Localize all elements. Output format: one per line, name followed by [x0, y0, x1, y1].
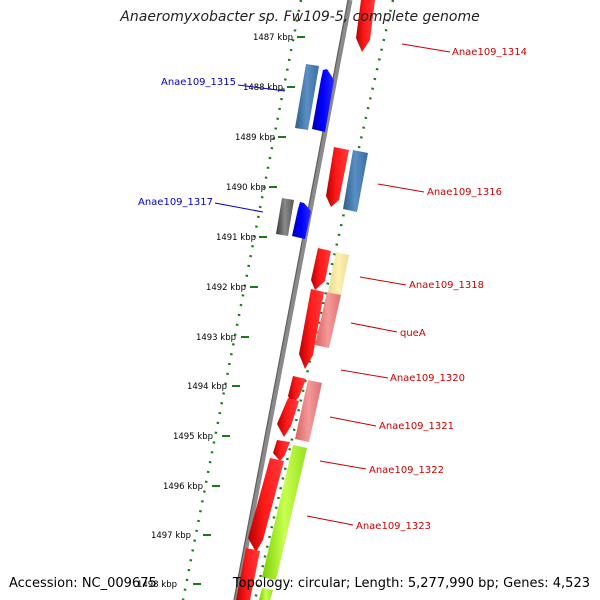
ruler-label-1494: 1494 kbp: [187, 382, 227, 392]
ruler-label-1493: 1493 kbp: [196, 333, 236, 343]
gene-box-anae109-1316-b[interactable]: [343, 150, 368, 212]
ruler-ticks: [193, 36, 305, 585]
leader-lines: [214, 43, 451, 526]
ruler-label-1492: 1492 kbp: [206, 283, 246, 293]
gene-box-quea-b[interactable]: [315, 292, 341, 348]
ruler-label-1496: 1496 kbp: [163, 482, 203, 492]
leader-anae109-1314: [401, 43, 451, 53]
gene-box-anae109-1317-a[interactable]: [276, 198, 294, 236]
gene-box-bottom-green[interactable]: [259, 588, 273, 600]
map-title: Anaeromyxobacter sp. Fw109-5, complete g…: [120, 9, 480, 25]
genome-band: [78, 0, 402, 600]
topology-summary: Topology: circular; Length: 5,277,990 bp…: [232, 576, 590, 591]
gene-arrow-anae109-1314[interactable]: [356, 0, 375, 52]
gene-glyphs: [236, 0, 375, 600]
ruler-label-1497: 1497 kbp: [151, 531, 191, 541]
gene-arrow-anae109-1317[interactable]: [292, 202, 311, 239]
gene-arrow-anae109-1323[interactable]: [248, 458, 284, 552]
gene-label-anae109-1314[interactable]: Anae109_1314: [452, 47, 527, 58]
gene-label-anae109-1320[interactable]: Anae109_1320: [390, 373, 465, 384]
ruler-label-1487: 1487 kbp: [253, 33, 293, 43]
gene-arrow-anae109-1320[interactable]: [288, 376, 306, 404]
gene-arrow-anae109-1318[interactable]: [311, 248, 331, 290]
leader-quea: [350, 322, 398, 333]
gene-arrow-anae109-1322[interactable]: [273, 440, 290, 461]
gene-box-anae109-1322-green[interactable]: [262, 445, 307, 580]
leader-anae109-1317: [214, 202, 264, 213]
gene-label-anae109-1321[interactable]: Anae109_1321: [379, 421, 454, 432]
leader-anae109-1318: [359, 276, 407, 286]
gene-arrow-anae109-1316[interactable]: [326, 147, 349, 207]
gene-arrow-anae109-1315[interactable]: [312, 69, 334, 132]
gene-label-quea[interactable]: queA: [400, 328, 426, 339]
ruler-label-1489: 1489 kbp: [235, 133, 275, 143]
leader-anae109-1316: [377, 183, 425, 193]
leader-anae109-1320: [340, 369, 389, 379]
gene-arrow-quea[interactable]: [299, 289, 324, 369]
gene-label-anae109-1316[interactable]: Anae109_1316: [427, 187, 502, 198]
ruler-label-1491: 1491 kbp: [216, 233, 256, 243]
leader-anae109-1321: [329, 416, 377, 427]
tick-guide-left: [181, 0, 303, 600]
gene-label-anae109-1323[interactable]: Anae109_1323: [356, 521, 431, 532]
leader-anae109-1322: [319, 460, 367, 470]
ruler-label-1495: 1495 kbp: [173, 432, 213, 442]
gene-box-anae109-1321[interactable]: [295, 380, 322, 442]
genome-backbone: [233, 0, 353, 600]
gene-box-anae109-1318-b[interactable]: [328, 252, 349, 295]
accession-label: Accession: NC_009675: [9, 576, 157, 591]
gene-arrow-bottom[interactable]: [236, 548, 260, 600]
ruler-label-1498: 1498 kbp: [137, 580, 177, 590]
leader-anae109-1315: [237, 84, 286, 92]
gene-box-anae109-1315-a[interactable]: [295, 64, 319, 130]
leader-anae109-1323: [306, 515, 354, 526]
gene-arrow-anae109-1320-b[interactable]: [277, 398, 299, 437]
ruler-label-1490: 1490 kbp: [226, 183, 266, 193]
gene-label-anae109-1318[interactable]: Anae109_1318: [409, 280, 484, 291]
gene-label-anae109-1322[interactable]: Anae109_1322: [369, 465, 444, 476]
gene-label-anae109-1315[interactable]: Anae109_1315: [161, 77, 236, 88]
gene-label-anae109-1317[interactable]: Anae109_1317: [138, 197, 213, 208]
